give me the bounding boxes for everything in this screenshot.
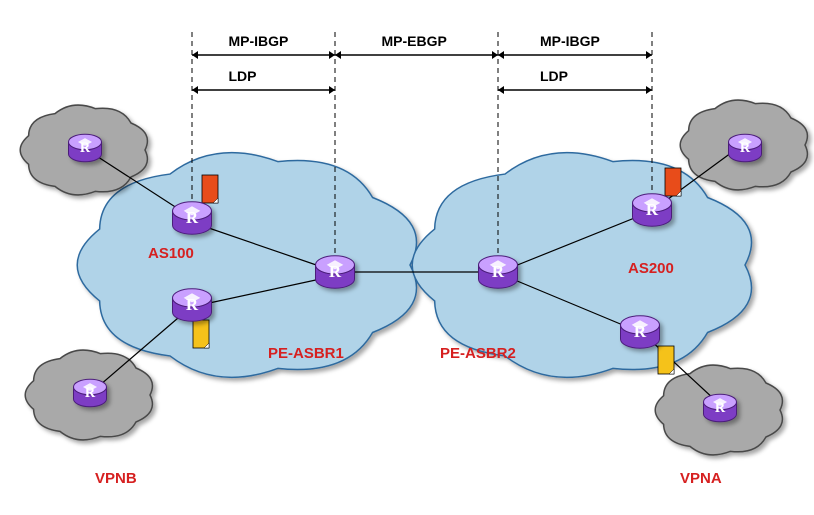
router-r-vpna-top: R: [729, 134, 762, 162]
router-label-r-vpnb-top: R: [80, 140, 91, 156]
router-r-as100-top: R: [173, 202, 212, 235]
arrow-label-1: MP-EBGP: [382, 33, 447, 49]
router-r-as100-bot: R: [173, 289, 212, 322]
router-r-as200-bot: R: [621, 316, 660, 348]
flag-0: [202, 175, 218, 203]
svg-layer: R R R R R R R R R R: [0, 0, 814, 515]
router-r-as200-top: R: [633, 194, 672, 226]
arrowhead-left-0: [192, 51, 198, 59]
cloud-as100: [77, 153, 416, 378]
arrowhead-right-1: [492, 51, 498, 59]
arrowhead-left-1: [335, 51, 341, 59]
arrow-label-4: LDP: [540, 68, 568, 84]
cloud-as200: [412, 153, 751, 378]
router-r-vpnb-top: R: [69, 134, 102, 162]
flag-3: [658, 346, 674, 374]
arrow-label-2: MP-IBGP: [540, 33, 600, 49]
router-label-r-as200-top: R: [646, 200, 659, 219]
router-label-r-vpnb-bot: R: [85, 385, 96, 401]
arrowhead-left-4: [498, 86, 504, 94]
router-label-r-as100-top: R: [186, 208, 199, 227]
diagram-canvas: R R R R R R R R R R MP-IBGP MP-EBGP MP-IBGP LDP LDP AS…: [0, 0, 814, 515]
arrowhead-left-3: [192, 86, 198, 94]
router-label-r-vpna-top: R: [740, 140, 751, 156]
label-2: PE-ASBR1: [268, 345, 344, 362]
router-r-vpna-bot: R: [704, 394, 737, 422]
router-label-r-asbr2: R: [492, 262, 505, 281]
arrow-label-3: LDP: [229, 68, 257, 84]
label-5: VPNA: [680, 470, 722, 487]
flag-2: [665, 168, 681, 196]
arrowhead-right-2: [646, 51, 652, 59]
router-label-r-asbr1: R: [329, 262, 342, 281]
arrowhead-right-3: [329, 86, 335, 94]
router-r-asbr1: R: [316, 256, 355, 289]
arrowhead-right-0: [329, 51, 335, 59]
router-label-r-as100-bot: R: [186, 295, 199, 314]
label-4: VPNB: [95, 470, 137, 487]
router-r-asbr2: R: [479, 256, 518, 289]
arrowhead-right-4: [646, 86, 652, 94]
label-0: AS100: [148, 245, 194, 262]
router-label-r-vpna-bot: R: [715, 400, 726, 416]
router-r-vpnb-bot: R: [74, 379, 107, 406]
arrowhead-left-2: [498, 51, 504, 59]
arrow-label-0: MP-IBGP: [229, 33, 289, 49]
router-label-r-as200-bot: R: [634, 322, 647, 341]
label-1: AS200: [628, 260, 674, 277]
label-3: PE-ASBR2: [440, 345, 516, 362]
flag-1: [193, 320, 209, 348]
